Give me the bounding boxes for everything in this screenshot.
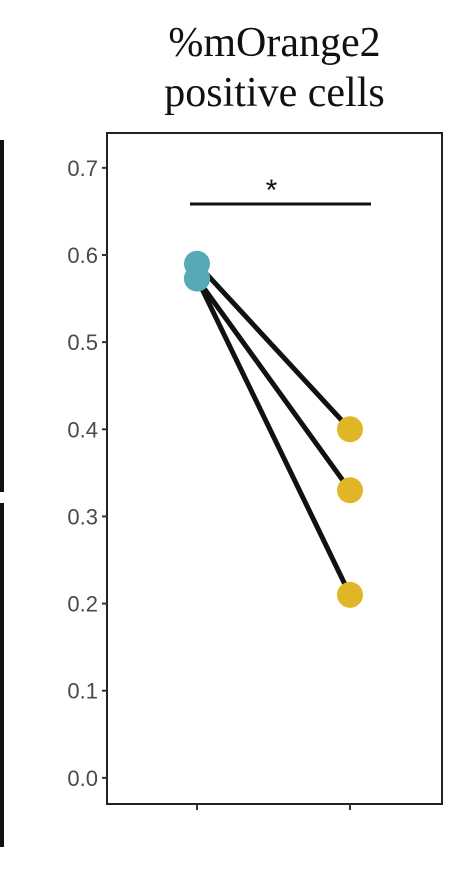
y-tick-label: 0.7: [67, 156, 98, 181]
y-tick-label: 0.3: [67, 504, 98, 529]
after-point: [337, 477, 363, 504]
y-tick-label: 0.5: [67, 330, 98, 355]
chart-title-line-2: positive cells: [164, 70, 385, 116]
significance-star: *: [266, 174, 278, 207]
chart-title-line-1: %mOrange2: [168, 20, 381, 66]
x-axis: [196, 804, 351, 810]
y-axis: 0.0 0.1 0.2 0.3 0.4 0.5 0.6 0.7: [67, 156, 107, 791]
left-edge-bar-bottom: [0, 503, 4, 847]
pair-line: [194, 261, 353, 432]
after-point: [337, 581, 363, 608]
pair-line: [194, 276, 353, 598]
chart-title: %mOrange2 positive cells: [107, 18, 442, 118]
plot-panel-border: [106, 132, 443, 805]
before-point: [184, 265, 210, 292]
significance-annotation: *: [190, 174, 371, 207]
y-tick-label: 0.6: [67, 243, 98, 268]
y-tick-label: 0.1: [67, 679, 98, 704]
pair-lines: [194, 261, 353, 598]
y-tick-label: 0.2: [67, 592, 98, 617]
data-points: [184, 250, 363, 608]
pair-line: [194, 276, 353, 493]
y-tick-label: 0.0: [67, 766, 98, 791]
after-point: [337, 416, 363, 443]
y-tick-label: 0.4: [67, 417, 98, 442]
left-edge-bar-top: [0, 140, 4, 492]
